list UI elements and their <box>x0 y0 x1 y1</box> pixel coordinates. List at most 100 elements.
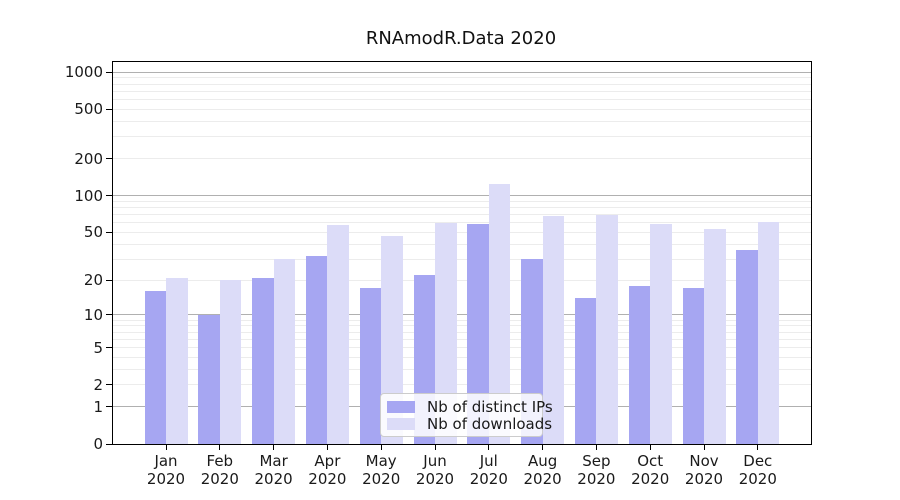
minor-gridline <box>113 243 811 245</box>
minor-gridline <box>113 108 811 110</box>
y-tick <box>106 195 112 197</box>
minor-gridline <box>113 99 811 101</box>
minor-gridline <box>113 258 811 260</box>
bar-downloads <box>273 259 296 444</box>
legend-label-downloads: Nb of downloads <box>427 414 553 433</box>
x-tick <box>380 444 382 450</box>
x-tick-year: 2020 <box>362 470 401 488</box>
x-tick-label: Apr 2020 <box>299 452 355 488</box>
bar-downloads <box>488 184 511 444</box>
x-tick <box>326 444 328 450</box>
bar-downloads <box>542 216 565 444</box>
minor-gridline <box>113 206 811 208</box>
minor-gridline <box>113 83 811 85</box>
x-tick <box>542 444 544 450</box>
x-tick-year: 2020 <box>684 470 724 488</box>
y-tick-label: 5 <box>93 338 103 357</box>
y-tick <box>106 158 112 159</box>
minor-gridline <box>113 338 811 340</box>
minor-gridline <box>113 158 811 159</box>
minor-gridline <box>113 319 811 321</box>
x-tick <box>488 444 490 450</box>
minor-gridline <box>113 222 811 224</box>
y-tick <box>106 314 112 316</box>
y-tick-label: 0 <box>93 435 103 453</box>
bar-downloads <box>219 280 242 444</box>
x-tick <box>703 444 705 450</box>
bar-distinct-ips <box>252 277 274 444</box>
x-tick-month: Aug <box>527 452 558 470</box>
minor-gridline <box>113 200 811 202</box>
y-tick <box>106 108 112 110</box>
x-tick-label: May 2020 <box>353 452 409 488</box>
x-tick-month: Jan <box>154 452 178 470</box>
major-gridline <box>113 71 811 73</box>
bar-distinct-ips <box>574 298 597 444</box>
x-tick-month: Jul <box>479 452 498 470</box>
bar-distinct-ips <box>628 285 651 444</box>
x-tick <box>434 444 436 450</box>
y-tick-label: 50 <box>83 223 103 242</box>
x-tick-month: Oct <box>637 452 664 470</box>
minor-gridline <box>113 120 811 122</box>
x-tick-year: 2020 <box>200 470 239 488</box>
y-tick-label: 1000 <box>64 63 103 82</box>
minor-gridline <box>113 356 811 358</box>
x-tick <box>595 444 597 450</box>
y-tick <box>106 406 112 408</box>
bar-downloads <box>757 221 780 444</box>
y-tick <box>106 231 112 233</box>
y-tick-label: 10 <box>83 305 103 324</box>
x-tick-month: Sep <box>582 452 611 470</box>
chart-title: RNAmodR.Data 2020 <box>365 28 557 49</box>
x-tick-month: May <box>365 452 397 470</box>
legend-swatch-downloads <box>387 417 415 430</box>
minor-gridline <box>113 368 811 370</box>
y-tick <box>106 279 112 281</box>
minor-gridline <box>113 384 811 386</box>
x-tick-year: 2020 <box>577 470 616 488</box>
x-tick-month: Nov <box>689 452 719 470</box>
plot-area: 0 1 2 5 10 20 50 100 200 500 1000 Jan 2020 Feb 2020 Mar… <box>65 61 812 488</box>
bar-downloads <box>596 214 618 444</box>
legend-item-distinct-ips: Nb of distinct IPs <box>387 398 553 416</box>
x-tick <box>165 444 167 450</box>
bar-distinct-ips <box>682 288 704 444</box>
x-tick <box>757 444 759 450</box>
minor-gridline <box>113 231 811 233</box>
bar-downloads <box>650 223 672 444</box>
bar-downloads <box>704 229 726 444</box>
x-tick-year: 2020 <box>415 470 455 488</box>
bar-downloads <box>381 235 403 444</box>
x-tick-year: 2020 <box>738 470 777 488</box>
x-tick-year: 2020 <box>631 470 670 488</box>
x-tick-label: Dec 2020 <box>730 452 786 488</box>
bar-downloads <box>327 225 349 444</box>
x-tick-label: Oct 2020 <box>622 452 678 488</box>
x-tick-month: Feb <box>206 452 234 470</box>
x-tick <box>649 444 651 450</box>
bar-distinct-ips <box>305 255 328 444</box>
bar-distinct-ips <box>198 314 220 444</box>
y-tick-label: 200 <box>74 149 103 168</box>
y-tick <box>106 384 112 386</box>
legend-item-downloads: Nb of downloads <box>387 415 552 433</box>
x-tick <box>219 444 221 450</box>
minor-gridline <box>113 90 811 92</box>
x-tick-month: Apr <box>314 452 341 470</box>
y-tick-label: 1 <box>93 397 103 416</box>
legend-label-distinct-ips: Nb of distinct IPs <box>427 397 553 416</box>
x-tick-year: 2020 <box>254 470 293 488</box>
x-tick-label: Jul 2020 <box>461 452 517 488</box>
bar-distinct-ips <box>736 249 758 444</box>
minor-gridline <box>113 214 811 216</box>
x-tick-year: 2020 <box>523 470 562 488</box>
x-tick-year: 2020 <box>146 470 186 488</box>
minor-gridline <box>113 136 811 138</box>
x-tick-label: Feb 2020 <box>192 452 248 488</box>
y-tick-label: 2 <box>93 375 103 394</box>
bar-distinct-ips <box>144 291 166 444</box>
legend: Nb of distinct IPs Nb of downloads <box>380 393 553 437</box>
x-tick-label: Jun 2020 <box>407 452 463 488</box>
